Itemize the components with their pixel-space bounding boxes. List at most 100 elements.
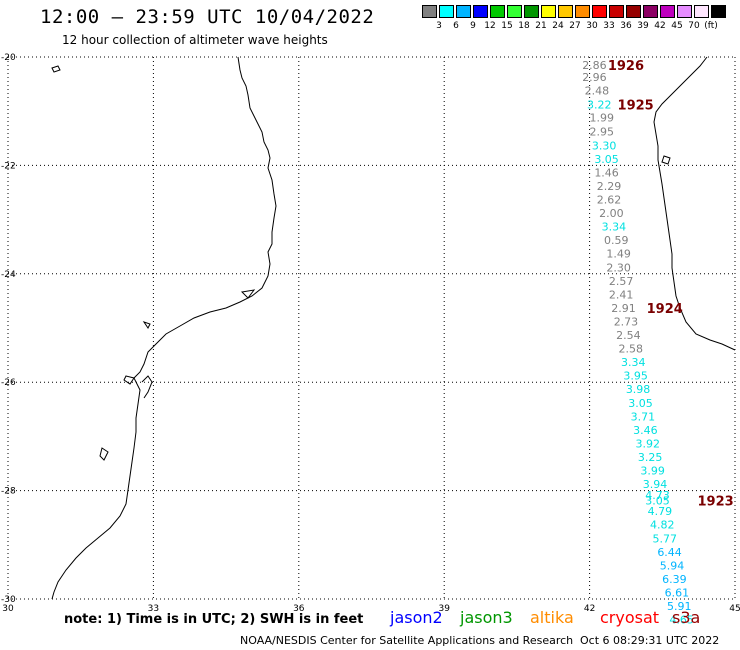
color-swatch (473, 5, 488, 18)
swh-value-label: 3.34 (602, 221, 627, 234)
color-scale-label: 24 (552, 21, 564, 31)
color-swatch (456, 5, 471, 18)
lat-tick-label: -22 (1, 161, 16, 171)
color-swatch (711, 5, 726, 18)
footer-note: note: 1) Time is in UTC; 2) SWH is in fe… (64, 612, 364, 627)
pass-number-label: 1926 (608, 59, 644, 74)
color-swatch (422, 5, 437, 18)
color-scale-label: 18 (518, 21, 530, 31)
coast-islet (123, 375, 135, 385)
swh-value-label: 2.73 (614, 315, 639, 328)
swh-value-label: 3.95 (623, 370, 648, 383)
swh-value-label: 3.25 (638, 451, 663, 464)
satellite-legend-jason3: jason3 (460, 608, 513, 627)
swh-value-label: 3.46 (633, 424, 658, 437)
color-swatch (558, 5, 573, 18)
color-swatch (575, 5, 590, 18)
color-swatch (677, 5, 692, 18)
color-scale-label: 21 (535, 21, 547, 31)
swh-value-label: 2.57 (609, 275, 634, 288)
color-swatch (694, 5, 709, 18)
swh-value-label: 2.54 (616, 329, 641, 342)
swh-value-label: 4.73 (645, 489, 670, 502)
swh-value-label: 2.00 (599, 207, 624, 220)
swh-value-label: 2.30 (606, 261, 631, 274)
lat-tick-label: -26 (1, 378, 16, 388)
swh-value-label: 2.58 (619, 343, 644, 356)
swh-value-label: 6.44 (657, 546, 682, 559)
swh-value-label: 2.91 (611, 302, 636, 315)
timestamp-text: Oct 6 08:29:31 UTC 2022 (580, 634, 720, 647)
credit-text: NOAA/NESDIS Center for Satellite Applica… (240, 634, 574, 647)
swh-value-label: 2.96 (582, 71, 607, 84)
swh-value-label: 3.05 (594, 153, 619, 166)
satellite-legend-altika: altika (530, 608, 574, 627)
color-scale-label: 27 (569, 21, 581, 31)
coastline (51, 56, 736, 600)
swh-value-label: 6.39 (662, 573, 687, 586)
lat-tick-label: -30 (1, 595, 16, 605)
swh-value-label: 3.22 (587, 99, 612, 112)
swh-value-label: 3.30 (592, 139, 617, 152)
color-swatch (524, 5, 539, 18)
coast-islet (51, 65, 61, 73)
swh-value-label: 5.77 (652, 532, 677, 545)
swh-value-label: 2.86 (582, 59, 607, 72)
satellite-legend-jason2: jason2 (390, 608, 443, 627)
lon-tick-label: 45 (729, 604, 740, 614)
swh-value-label: 2.41 (609, 288, 634, 301)
swh-value-label: 2.29 (597, 180, 622, 193)
color-scale-label: (ft) (704, 21, 718, 31)
pass-number-label: 1925 (618, 99, 654, 114)
color-swatch (507, 5, 522, 18)
coast-inlet (141, 375, 153, 399)
color-swatch (643, 5, 658, 18)
lon-tick-label: 33 (148, 604, 159, 614)
swh-value-label: 4.65 (669, 614, 694, 627)
madagascar-coast (653, 56, 736, 351)
mainland-coast (51, 56, 277, 600)
lon-tick-label: 42 (584, 604, 595, 614)
pass-labels: 1926 1925 1924 1923 (608, 59, 734, 509)
lat-tick-label: -24 (1, 270, 16, 280)
color-swatch (439, 5, 454, 18)
swh-value-label: 0.59 (604, 234, 629, 247)
page-subtitle: 12 hour collection of altimeter wave hei… (62, 33, 328, 47)
color-scale-label: 42 (654, 21, 666, 31)
swh-value-label: 3.34 (621, 356, 646, 369)
swh-value-label: 2.95 (589, 125, 614, 138)
lon-tick-label: 39 (438, 604, 450, 614)
swh-values: 2.862.962.483.221.992.953.303.051.462.29… (582, 59, 694, 626)
swh-value-label: 6.61 (665, 586, 690, 599)
swh-value-label: 3.71 (631, 410, 656, 423)
coast-islet (661, 155, 671, 165)
color-scale-label: 33 (603, 21, 615, 31)
lon-tick-label: 30 (2, 604, 14, 614)
coast-islet (142, 321, 151, 329)
swh-value-label: 4.79 (648, 505, 673, 518)
satellite-legend-s3a: s3a (672, 608, 701, 627)
color-scale-label: 70 (688, 21, 700, 31)
swh-value-label: 1.46 (594, 166, 619, 179)
color-scale-label: 39 (637, 21, 649, 31)
swh-value-label: 3.92 (636, 437, 661, 450)
swh-value-label: 3.94 (643, 478, 668, 491)
coast-islet (99, 447, 109, 461)
color-scale-label: 36 (620, 21, 632, 31)
lat-tick-label: -28 (1, 487, 16, 497)
swh-value-label: 1.99 (589, 112, 614, 125)
swh-value-label: 3.05 (645, 494, 670, 507)
swh-value-label: 4.82 (650, 519, 675, 532)
color-swatch (541, 5, 556, 18)
color-scale-label: 9 (470, 21, 476, 31)
color-swatch (609, 5, 624, 18)
page-title: 12:00 – 23:59 UTC 10/04/2022 (40, 6, 375, 28)
pass-number-label: 1924 (647, 302, 683, 317)
swh-value-label: 5.94 (660, 559, 685, 572)
swh-value-label: 2.48 (585, 85, 610, 98)
color-swatch (592, 5, 607, 18)
color-scale-label: 6 (453, 21, 459, 31)
lon-tick-label: 36 (293, 604, 305, 614)
axis-labels: 30 33 36 39 42 45 -20 -22 -24 -26 -28 -30 (1, 53, 740, 614)
